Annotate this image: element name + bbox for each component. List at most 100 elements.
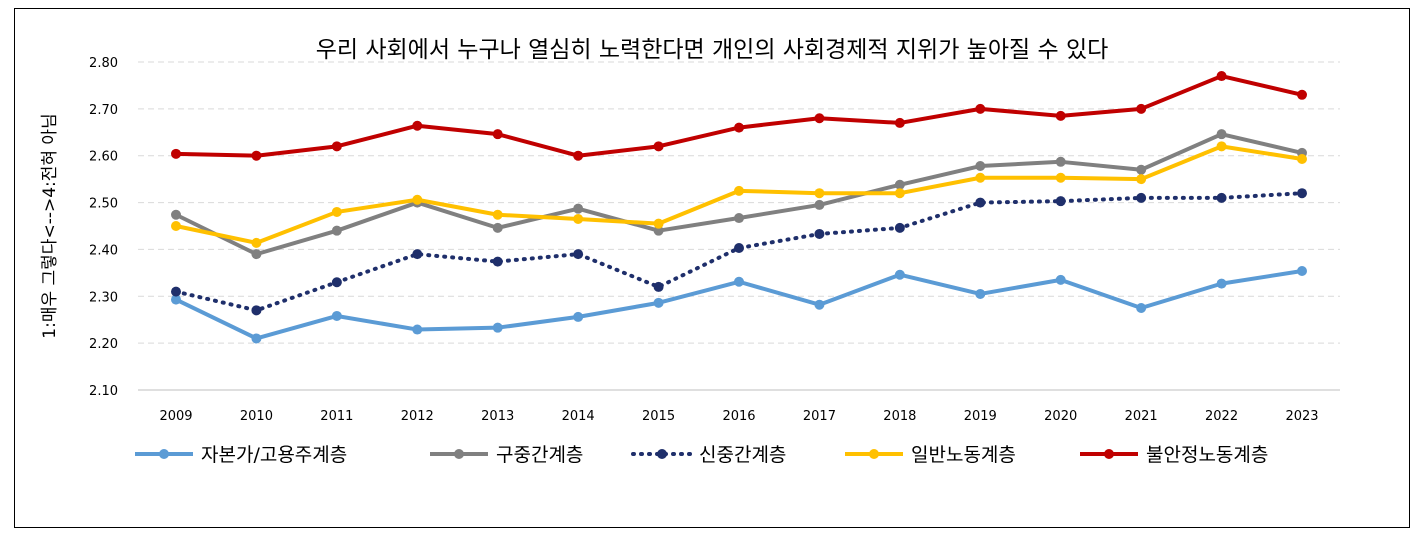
data-point bbox=[412, 120, 423, 131]
data-point bbox=[814, 299, 825, 310]
y-tick-label: 2.50 bbox=[89, 197, 118, 212]
data-point bbox=[734, 276, 744, 287]
data-point bbox=[894, 188, 905, 199]
x-tick-label: 2010 bbox=[240, 409, 273, 424]
data-point bbox=[331, 310, 342, 321]
x-tick-label: 2018 bbox=[883, 409, 916, 424]
data-point bbox=[814, 188, 825, 199]
legend-label: 구중간계층 bbox=[496, 444, 583, 466]
data-point bbox=[1136, 164, 1147, 175]
y-tick-label: 2.30 bbox=[89, 290, 118, 305]
y-tick-label: 2.20 bbox=[89, 337, 118, 352]
data-point bbox=[1297, 265, 1307, 276]
data-point bbox=[573, 249, 584, 260]
data-point bbox=[1136, 303, 1147, 313]
data-point bbox=[573, 311, 584, 322]
data-point bbox=[734, 213, 744, 224]
chart-title: 우리 사회에서 누구나 열심히 노력한다면 개인의 사회경제적 지위가 높아질 … bbox=[315, 37, 1109, 63]
chart-frame bbox=[14, 8, 1410, 528]
x-tick-label: 2022 bbox=[1205, 409, 1238, 424]
legend-marker-1 bbox=[454, 449, 464, 459]
legend-label: 신중간계층 bbox=[699, 444, 786, 466]
data-point bbox=[814, 228, 825, 239]
data-point bbox=[653, 218, 664, 229]
data-point bbox=[1297, 153, 1307, 164]
data-point bbox=[492, 256, 503, 267]
data-point bbox=[975, 197, 986, 208]
data-point bbox=[653, 225, 664, 236]
y-tick-label: 2.70 bbox=[89, 103, 118, 118]
legend-label: 일반노동계층 bbox=[911, 444, 1016, 466]
data-point bbox=[251, 305, 262, 316]
data-point bbox=[653, 297, 664, 308]
data-point bbox=[1216, 278, 1227, 289]
data-point bbox=[251, 150, 262, 161]
data-point bbox=[492, 129, 503, 140]
data-point bbox=[1297, 89, 1307, 100]
y-tick-label: 2.60 bbox=[89, 150, 118, 165]
y-tick-label: 2.10 bbox=[89, 384, 118, 399]
data-point bbox=[1055, 274, 1066, 285]
legend-marker-2 bbox=[657, 449, 667, 459]
data-point bbox=[975, 288, 986, 299]
data-point bbox=[412, 324, 423, 335]
data-point bbox=[171, 148, 181, 159]
data-point bbox=[492, 222, 503, 233]
data-point bbox=[653, 141, 664, 152]
x-tick-label: 2013 bbox=[481, 409, 514, 424]
data-point bbox=[894, 269, 905, 280]
data-point bbox=[492, 209, 503, 220]
data-point bbox=[573, 203, 584, 214]
x-tick-label: 2019 bbox=[964, 409, 997, 424]
data-point bbox=[573, 213, 584, 224]
data-point bbox=[251, 333, 262, 344]
data-point bbox=[251, 237, 262, 248]
y-tick-label: 2.80 bbox=[89, 56, 118, 71]
data-point bbox=[573, 150, 584, 161]
data-point bbox=[1055, 110, 1066, 121]
data-point bbox=[975, 161, 986, 172]
data-point bbox=[412, 249, 423, 260]
data-point bbox=[653, 281, 664, 292]
data-point bbox=[734, 243, 744, 254]
data-point bbox=[814, 199, 825, 210]
y-tick-label: 2.40 bbox=[89, 243, 118, 258]
data-point bbox=[975, 103, 986, 114]
x-tick-label: 2015 bbox=[642, 409, 675, 424]
x-tick-label: 2009 bbox=[159, 409, 192, 424]
data-point bbox=[412, 194, 423, 205]
data-point bbox=[171, 209, 181, 220]
x-tick-label: 2023 bbox=[1285, 409, 1318, 424]
x-tick-label: 2012 bbox=[401, 409, 434, 424]
legend-marker-3 bbox=[869, 449, 879, 459]
data-point bbox=[734, 185, 744, 196]
data-point bbox=[251, 249, 262, 260]
legend-label: 자본가/고용주계층 bbox=[201, 444, 347, 466]
data-point bbox=[734, 122, 744, 133]
legend-marker-0 bbox=[159, 449, 169, 459]
data-point bbox=[1216, 129, 1227, 140]
data-point bbox=[171, 221, 181, 231]
data-point bbox=[814, 113, 825, 124]
legend-marker-4 bbox=[1104, 449, 1114, 459]
data-point bbox=[1216, 141, 1227, 152]
x-tick-label: 2016 bbox=[722, 409, 755, 424]
data-point bbox=[1136, 103, 1147, 114]
x-tick-label: 2020 bbox=[1044, 409, 1077, 424]
data-point bbox=[1055, 196, 1066, 207]
series-line-4 bbox=[175, 74, 1303, 158]
data-point bbox=[1216, 71, 1227, 82]
data-point bbox=[975, 172, 986, 183]
data-point bbox=[894, 117, 905, 128]
x-tick-label: 2014 bbox=[562, 409, 595, 424]
data-point bbox=[492, 322, 503, 333]
data-point bbox=[1297, 188, 1307, 199]
data-point bbox=[331, 277, 342, 288]
x-tick-label: 2021 bbox=[1125, 409, 1158, 424]
data-point bbox=[1055, 172, 1066, 183]
legend-label: 불안정노동계층 bbox=[1146, 444, 1268, 466]
data-point bbox=[331, 206, 342, 217]
data-point bbox=[894, 179, 905, 190]
data-point bbox=[1216, 192, 1227, 203]
